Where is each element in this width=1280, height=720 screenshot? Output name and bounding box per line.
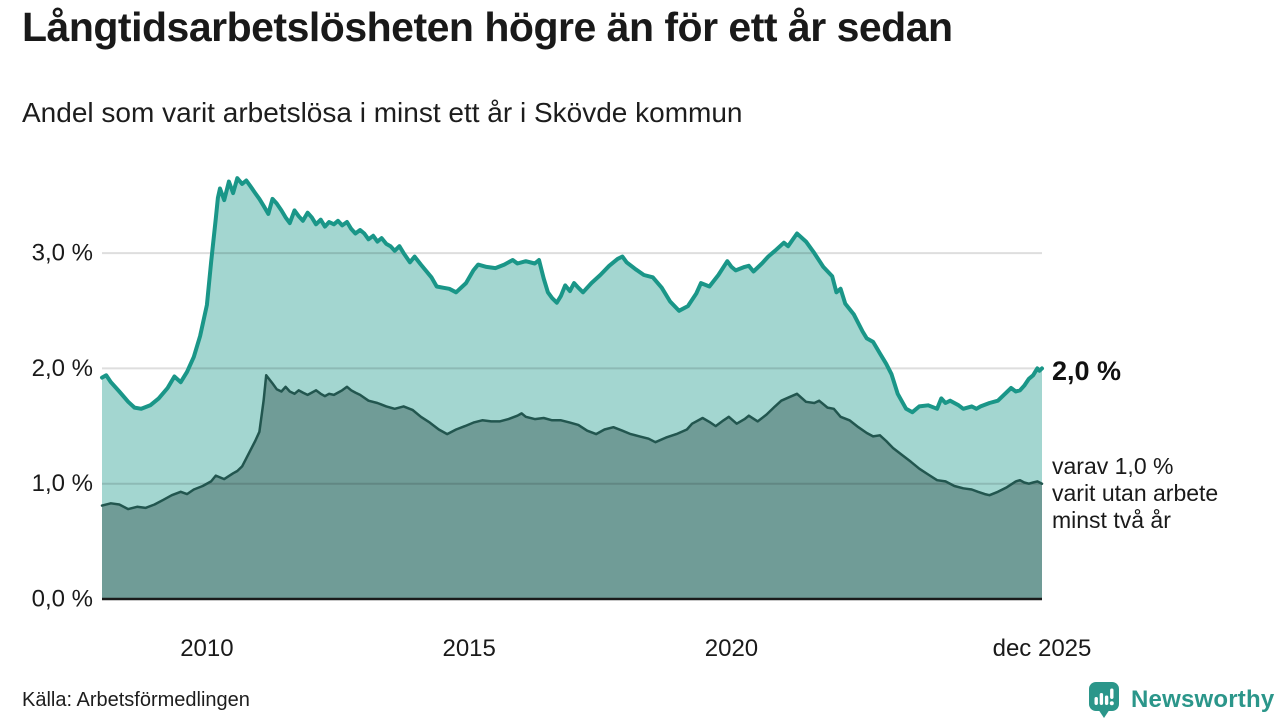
annotation-line-2: varit utan arbete [1052, 480, 1219, 506]
x-axis-labels: 2010 2015 2020 dec 2025 [180, 635, 1091, 662]
x-tick-2010: 2010 [180, 635, 233, 662]
newsworthy-logo-icon [1089, 682, 1119, 718]
chart-series-lines [100, 176, 1044, 511]
x-tick-2015: 2015 [442, 635, 495, 662]
y-tick-1,0 %: 1,0 % [32, 470, 93, 497]
y-tick-3,0 %: 3,0 % [32, 240, 93, 267]
chart-area-fills [102, 178, 1042, 599]
page-subtitle: Andel som varit arbetslösa i minst ett å… [22, 97, 743, 128]
annotation-line-1: varav 1,0 % [1052, 453, 1174, 479]
series1-end-value-label: 2,0 % [1052, 356, 1122, 386]
x-tick-2020: 2020 [705, 635, 758, 662]
series-2-area [102, 375, 1042, 599]
series-1-line [100, 176, 1044, 415]
chart-gridlines [102, 252, 1042, 485]
y-tick-0,0 %: 0,0 % [32, 586, 93, 613]
series-2-line [100, 374, 1044, 511]
newsworthy-logo-text: Newsworthy [1131, 685, 1275, 713]
page-title: Långtidsarbetslösheten högre än för ett … [22, 4, 953, 50]
x-tick-dec 2025: dec 2025 [993, 635, 1092, 662]
annotation-line-3: minst två år [1052, 507, 1171, 533]
y-axis-labels: 0,0 % 1,0 % 2,0 % 3,0 % [32, 240, 93, 613]
series2-end-annotation: varav 1,0 % varit utan arbete minst två … [1052, 453, 1218, 534]
newsworthy-logo: Newsworthy [1085, 680, 1274, 719]
source-credit: Källa: Arbetsförmedlingen [22, 689, 250, 711]
y-tick-2,0 %: 2,0 % [32, 355, 93, 382]
